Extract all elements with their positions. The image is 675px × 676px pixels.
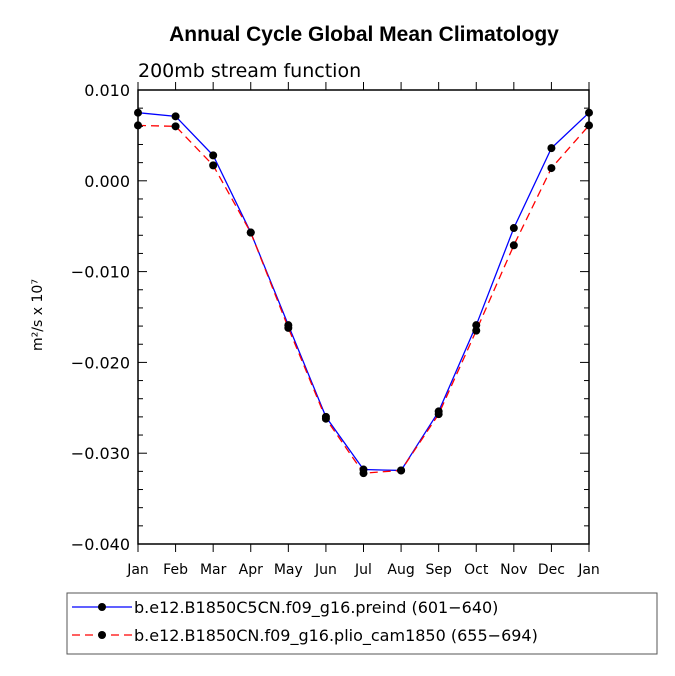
legend-marker-2 [98,631,106,639]
x-tick-label: Jan [126,562,149,578]
series-1-point [171,112,180,121]
x-tick-label: Jun [314,562,337,578]
x-tick-label: May [274,562,303,578]
x-tick-label: Apr [239,562,263,578]
legend-label-2: b.e12.B1850CN.f09_g16.plio_cam1850 (655−… [134,626,538,646]
x-tick-label: Oct [464,562,489,578]
y-axis: 0.010 0.000 −0.010 −0.020 −0.030 −0.040 [71,81,589,554]
x-tick-label: Mar [200,562,227,578]
series-2-point [397,466,406,475]
y-tick-label: 0.000 [84,172,130,191]
chart-title: Annual Cycle Global Mean Climatology [169,23,559,46]
series-2-point [321,414,330,423]
y-axis-label: m²/s x 10⁷ [30,279,46,351]
y-tick-label: −0.010 [71,263,130,282]
x-tick-label: Nov [500,562,527,578]
x-tick-label: Dec [538,562,565,578]
series-1-point [509,224,518,233]
series-2-point [284,323,293,332]
plot-area [134,108,593,478]
series-2-point [547,164,556,173]
series-2-point [171,122,180,131]
y-tick-label: −0.020 [71,353,130,372]
y-tick-label: 0.010 [84,81,130,100]
series-line-1 [137,112,590,472]
series-2-point [509,241,518,250]
x-tick-label: Sep [425,562,452,578]
x-tick-label: Feb [163,562,188,578]
series-1-point [209,151,218,160]
x-axis: Jan Feb Mar Apr May Jun Jul Aug Sep Oct Nov Dec Jan [126,82,600,578]
legend-entry-2: b.e12.B1850CN.f09_g16.plio_cam1850 (655−… [72,626,538,646]
legend-label-1: b.e12.B1850C5CN.f09_g16.preind (601−640) [134,598,498,618]
series-2-point [472,326,481,335]
x-tick-label: Jul [354,562,372,578]
series-2-point [434,410,443,419]
legend-box [66,592,658,655]
series-2-point [246,228,255,237]
series-2-point [209,161,218,170]
x-tick-label: Aug [387,562,414,578]
legend-entry-1: b.e12.B1850C5CN.f09_g16.preind (601−640) [72,598,498,618]
chart-subtitle: 200mb stream function [138,60,361,82]
series-line-2 [137,124,590,474]
series-2-point [359,469,368,478]
y-tick-label: −0.030 [71,444,130,463]
x-tick-label: Jan [577,562,600,578]
y-tick-label: −0.040 [71,535,130,554]
series-1-point [547,144,556,153]
legend-marker-1 [98,603,106,611]
